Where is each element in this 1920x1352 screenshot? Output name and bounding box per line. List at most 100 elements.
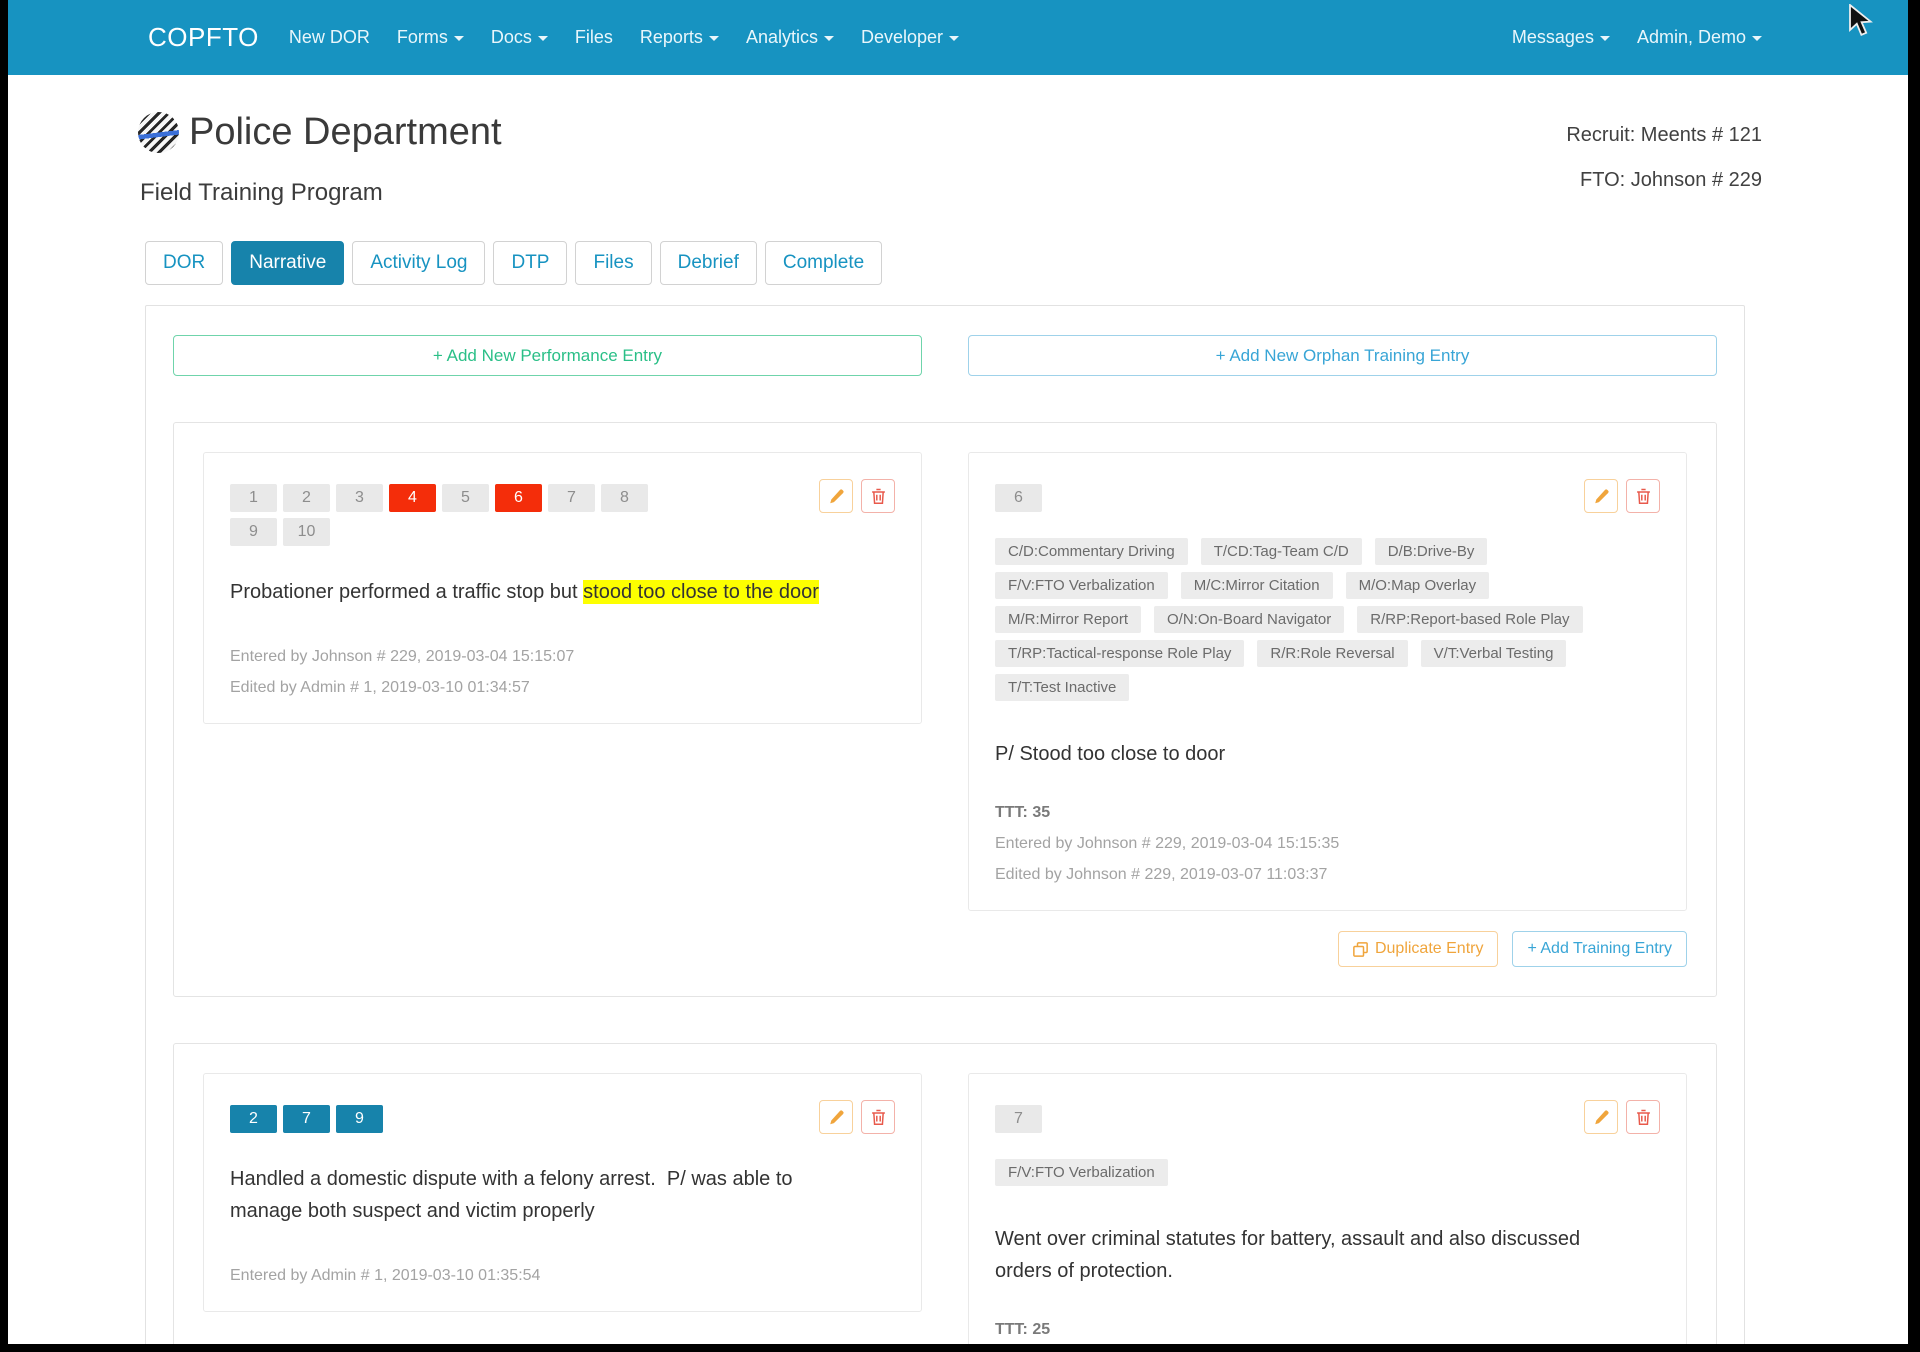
button-label: Duplicate Entry <box>1374 940 1484 957</box>
category-badge[interactable]: 4 <box>389 484 436 512</box>
tab-narrative[interactable]: Narrative <box>231 241 345 285</box>
training-type-tag: T/T:Test Inactive <box>995 674 1130 701</box>
trash-icon <box>871 1109 886 1126</box>
assignment-block: Recruit: Meents # 121 FTO: Johnson # 229 <box>1566 111 1762 214</box>
tab-dor[interactable]: DOR <box>145 241 224 285</box>
nav-item-new-dor[interactable]: New DOR <box>288 27 370 47</box>
category-badge[interactable]: 2 <box>283 484 330 512</box>
duplicate-entry-button[interactable]: Duplicate Entry <box>1337 931 1499 967</box>
entry-action-buttons <box>819 1100 895 1134</box>
card-footer-actions: Duplicate Entry + Add Training Entry <box>203 931 1687 967</box>
training-type-tag: M/O:Map Overlay <box>1345 572 1490 599</box>
performance-entry-panel: 2 7 9 Handled a domestic dispute with a fel… <box>203 1073 922 1312</box>
delete-entry-button[interactable] <box>1626 479 1660 513</box>
entry-meta-line: Entered by Admin # 1, 2019-03-10 01:35:5… <box>230 1267 541 1284</box>
category-badge[interactable]: 7 <box>548 484 595 512</box>
training-type-tags: F/V:FTO Verbalization <box>995 1159 1625 1193</box>
entry-card-panels: 2 7 9 Handled a domestic dispute with a fel… <box>203 1073 1687 1344</box>
category-badge[interactable]: 5 <box>442 484 489 512</box>
trash-icon <box>1636 488 1651 505</box>
entry-card: 2 7 9 Handled a domestic dispute with a fel… <box>173 1043 1717 1344</box>
chevron-down-icon <box>949 36 960 41</box>
entry-meta-line: Edited by Johnson # 229, 2019-03-07 11:0… <box>995 866 1328 883</box>
recruit-label: Recruit: Meents # 121 <box>1566 124 1762 146</box>
entry-text: Handled a domestic dispute with a felony… <box>230 1163 862 1227</box>
delete-entry-button[interactable] <box>861 1100 895 1134</box>
entry-card: 1 2 3 4 5 6 7 8 9 10 Probationer performed a traff… <box>173 422 1717 997</box>
category-badge[interactable]: 7 <box>995 1105 1042 1133</box>
fto-label: FTO: Johnson # 229 <box>1580 169 1762 191</box>
brand-logo[interactable]: COPFTO <box>148 22 259 52</box>
total-training-time: TTT: 35 <box>995 804 1051 821</box>
tab-complete[interactable]: Complete <box>764 241 883 285</box>
category-badge[interactable]: 3 <box>336 484 383 512</box>
police-badge-icon <box>138 112 179 153</box>
top-navbar: COPFTO New DOR Forms Docs Files Reports Analy… <box>8 0 1908 75</box>
total-training-time: TTT: 25 <box>995 1321 1051 1338</box>
category-badge[interactable]: 6 <box>995 484 1042 512</box>
category-badge[interactable]: 7 <box>283 1105 330 1133</box>
tab-debrief[interactable]: Debrief <box>659 241 757 285</box>
training-type-tag: T/RP:Tactical-response Role Play <box>995 640 1245 667</box>
edit-entry-button[interactable] <box>819 479 853 513</box>
category-badge[interactable]: 9 <box>336 1105 383 1133</box>
trash-icon <box>1636 1109 1651 1126</box>
training-type-tag: R/R:Role Reversal <box>1257 640 1408 667</box>
edit-entry-button[interactable] <box>1584 479 1618 513</box>
training-type-tag: O/N:On-Board Navigator <box>1154 606 1345 633</box>
nav-item-files[interactable]: Files <box>574 27 613 47</box>
add-performance-entry-button[interactable]: + Add New Performance Entry <box>173 335 922 376</box>
program-subtitle: Field Training Program <box>140 179 383 206</box>
entry-text: P/ Stood too close to door <box>995 738 1627 770</box>
entry-action-buttons <box>819 479 895 513</box>
add-orphan-training-entry-button[interactable]: + Add New Orphan Training Entry <box>968 335 1717 376</box>
nav-item-forms[interactable]: Forms <box>397 27 464 48</box>
training-entry-panel: 7 F/V:FTO Verbalization Went over criminal… <box>968 1073 1687 1344</box>
nav-item-messages[interactable]: Messages <box>1512 27 1610 48</box>
training-type-tag: R/RP:Report-based Role Play <box>1357 606 1583 633</box>
training-type-tag: C/D:Commentary Driving <box>995 538 1188 565</box>
add-entry-row: + Add New Performance Entry + Add New Or… <box>173 335 1717 376</box>
category-badge[interactable]: 1 <box>230 484 277 512</box>
entry-meta-line: Entered by Johnson # 229, 2019-03-04 15:… <box>995 835 1340 852</box>
pencil-icon <box>1593 1109 1610 1126</box>
page-header: Police Department Field Training Program… <box>138 111 1762 214</box>
category-badge[interactable]: 10 <box>283 518 330 546</box>
entry-action-buttons <box>1584 1100 1660 1134</box>
category-badge[interactable]: 2 <box>230 1105 277 1133</box>
category-badge[interactable]: 9 <box>230 518 277 546</box>
nav-item-reports[interactable]: Reports <box>640 27 719 48</box>
nav-item-admin-demo[interactable]: Admin, Demo <box>1637 27 1762 48</box>
button-label: + Add Training Entry <box>1527 940 1672 957</box>
entry-text: Went over criminal statutes for battery,… <box>995 1223 1627 1287</box>
category-badge[interactable]: 6 <box>495 484 542 512</box>
training-type-tag: D/B:Drive-By <box>1374 538 1488 565</box>
copy-icon <box>1353 941 1368 957</box>
category-badge[interactable]: 8 <box>601 484 648 512</box>
training-type-tag: T/CD:Tag-Team C/D <box>1200 538 1362 565</box>
training-type-tags: C/D:Commentary Driving T/CD:Tag-Team C/D D… <box>995 538 1625 708</box>
page-title: Police Department <box>189 111 502 153</box>
edit-entry-button[interactable] <box>819 1100 853 1134</box>
pencil-icon <box>828 488 845 505</box>
tab-dtp[interactable]: DTP <box>493 241 568 285</box>
user-menu: Messages Admin, Demo <box>1512 27 1762 48</box>
nav-item-analytics[interactable]: Analytics <box>746 27 834 48</box>
training-type-tag: V/T:Verbal Testing <box>1420 640 1567 667</box>
delete-entry-button[interactable] <box>1626 1100 1660 1134</box>
pencil-icon <box>1593 488 1610 505</box>
add-training-entry-button[interactable]: + Add Training Entry <box>1512 931 1687 967</box>
entry-meta-line: Entered by Johnson # 229, 2019-03-04 15:… <box>230 648 575 665</box>
chevron-down-icon <box>1599 36 1610 41</box>
nav-item-developer[interactable]: Developer <box>861 27 960 48</box>
tab-files[interactable]: Files <box>575 241 652 285</box>
edit-entry-button[interactable] <box>1584 1100 1618 1134</box>
entry-action-buttons <box>1584 479 1660 513</box>
chevron-down-icon <box>537 36 548 41</box>
entry-card-panels: 1 2 3 4 5 6 7 8 9 10 Probationer performed a traff… <box>203 452 1687 911</box>
training-type-tag: M/R:Mirror Report <box>995 606 1142 633</box>
training-type-tag: F/V:FTO Verbalization <box>995 1159 1168 1186</box>
delete-entry-button[interactable] <box>861 479 895 513</box>
nav-item-docs[interactable]: Docs <box>491 27 548 48</box>
tab-activity-log[interactable]: Activity Log <box>352 241 486 285</box>
